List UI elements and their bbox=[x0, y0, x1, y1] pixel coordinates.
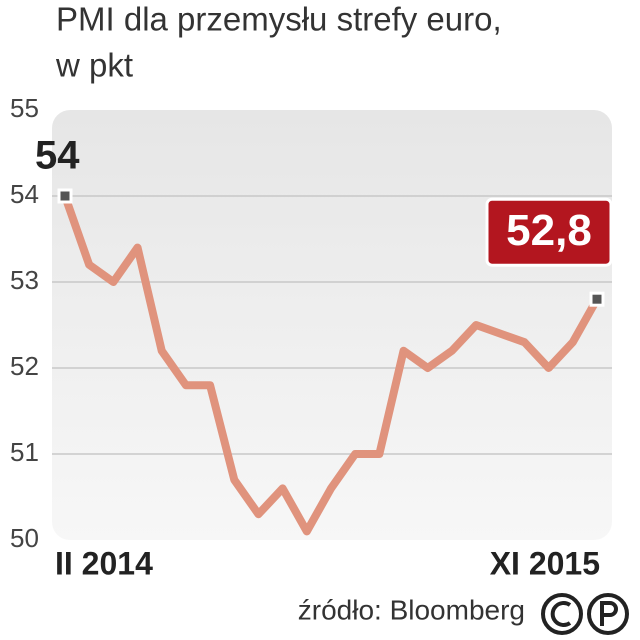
line bbox=[61, 194, 601, 536]
x-tick-label: II 2014 bbox=[55, 545, 153, 581]
y-tick-label: 51 bbox=[10, 437, 39, 467]
y-tick-label: 53 bbox=[10, 265, 39, 295]
data-label: 52,8 bbox=[506, 206, 592, 255]
data-label-box bbox=[485, 197, 613, 267]
chart-subtitle: w pkt bbox=[55, 47, 133, 84]
y-tick-label: 52 bbox=[10, 351, 39, 381]
source: źródło: Bloomberg bbox=[298, 594, 525, 625]
chart-title: PMI dla przemysłu strefy euro, bbox=[56, 1, 502, 38]
point-marker bbox=[589, 291, 605, 307]
plot-area bbox=[52, 110, 612, 540]
y-tick-label: 50 bbox=[10, 523, 39, 553]
x-tick-label: XI 2015 bbox=[490, 545, 600, 581]
y-tick-label: 55 bbox=[10, 93, 39, 123]
logo bbox=[541, 593, 629, 635]
y-tick-label: 54 bbox=[10, 179, 39, 209]
point-marker bbox=[57, 188, 73, 204]
data-label: 54 bbox=[35, 134, 80, 178]
